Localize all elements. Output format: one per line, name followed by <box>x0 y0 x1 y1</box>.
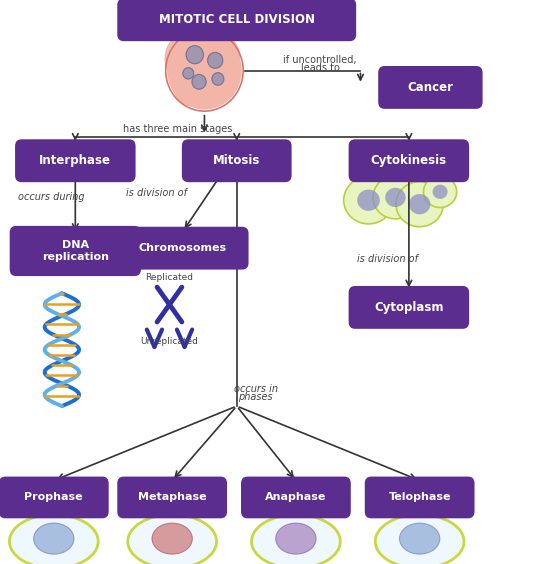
FancyBboxPatch shape <box>349 286 469 329</box>
Ellipse shape <box>344 177 393 224</box>
Ellipse shape <box>396 182 443 227</box>
Circle shape <box>186 46 203 64</box>
Ellipse shape <box>128 514 216 564</box>
FancyBboxPatch shape <box>182 139 292 182</box>
Ellipse shape <box>399 523 440 554</box>
Circle shape <box>192 74 206 89</box>
Ellipse shape <box>423 176 457 208</box>
Ellipse shape <box>252 514 341 564</box>
Text: Interphase: Interphase <box>39 154 111 168</box>
Text: occurs during: occurs during <box>18 192 84 202</box>
Text: leads to: leads to <box>301 63 339 73</box>
Text: Cytoplasm: Cytoplasm <box>374 301 444 314</box>
Text: Cancer: Cancer <box>407 81 454 94</box>
FancyBboxPatch shape <box>349 139 469 182</box>
Circle shape <box>168 32 241 109</box>
FancyBboxPatch shape <box>10 226 141 276</box>
Ellipse shape <box>9 514 98 564</box>
Text: Unreplicated: Unreplicated <box>140 337 199 346</box>
FancyBboxPatch shape <box>15 139 136 182</box>
Ellipse shape <box>376 514 464 564</box>
Text: Mitosis: Mitosis <box>213 154 260 168</box>
Text: Cytokinesis: Cytokinesis <box>371 154 447 168</box>
FancyBboxPatch shape <box>117 0 356 41</box>
Ellipse shape <box>357 190 380 211</box>
Ellipse shape <box>409 194 430 214</box>
Text: Anaphase: Anaphase <box>265 492 327 503</box>
FancyBboxPatch shape <box>378 66 483 109</box>
Circle shape <box>212 73 224 85</box>
Circle shape <box>183 68 194 79</box>
Text: Metaphase: Metaphase <box>138 492 207 503</box>
Circle shape <box>196 34 239 79</box>
Text: if uncontrolled,: if uncontrolled, <box>284 55 357 65</box>
Text: phases: phases <box>238 392 273 402</box>
Text: is division of: is division of <box>357 254 418 265</box>
Circle shape <box>165 33 214 83</box>
Ellipse shape <box>33 523 74 554</box>
FancyBboxPatch shape <box>117 477 227 518</box>
Ellipse shape <box>385 188 406 207</box>
Ellipse shape <box>433 184 448 199</box>
Text: has three main stages: has three main stages <box>123 124 232 134</box>
FancyBboxPatch shape <box>117 227 249 270</box>
Ellipse shape <box>152 523 193 554</box>
Ellipse shape <box>373 176 418 219</box>
Text: Chromosomes: Chromosomes <box>139 243 227 253</box>
Text: Telophase: Telophase <box>388 492 451 503</box>
FancyBboxPatch shape <box>365 477 475 518</box>
Text: occurs in: occurs in <box>233 384 278 394</box>
Circle shape <box>197 63 236 103</box>
Text: is division of: is division of <box>125 188 187 198</box>
Ellipse shape <box>276 523 316 554</box>
Text: MITOTIC CELL DIVISION: MITOTIC CELL DIVISION <box>159 13 315 27</box>
Circle shape <box>208 52 223 68</box>
Text: Prophase: Prophase <box>25 492 83 503</box>
Text: Replicated: Replicated <box>145 273 194 282</box>
FancyBboxPatch shape <box>241 477 351 518</box>
Text: DNA
replication: DNA replication <box>42 240 109 262</box>
FancyBboxPatch shape <box>0 477 109 518</box>
Circle shape <box>173 63 214 106</box>
